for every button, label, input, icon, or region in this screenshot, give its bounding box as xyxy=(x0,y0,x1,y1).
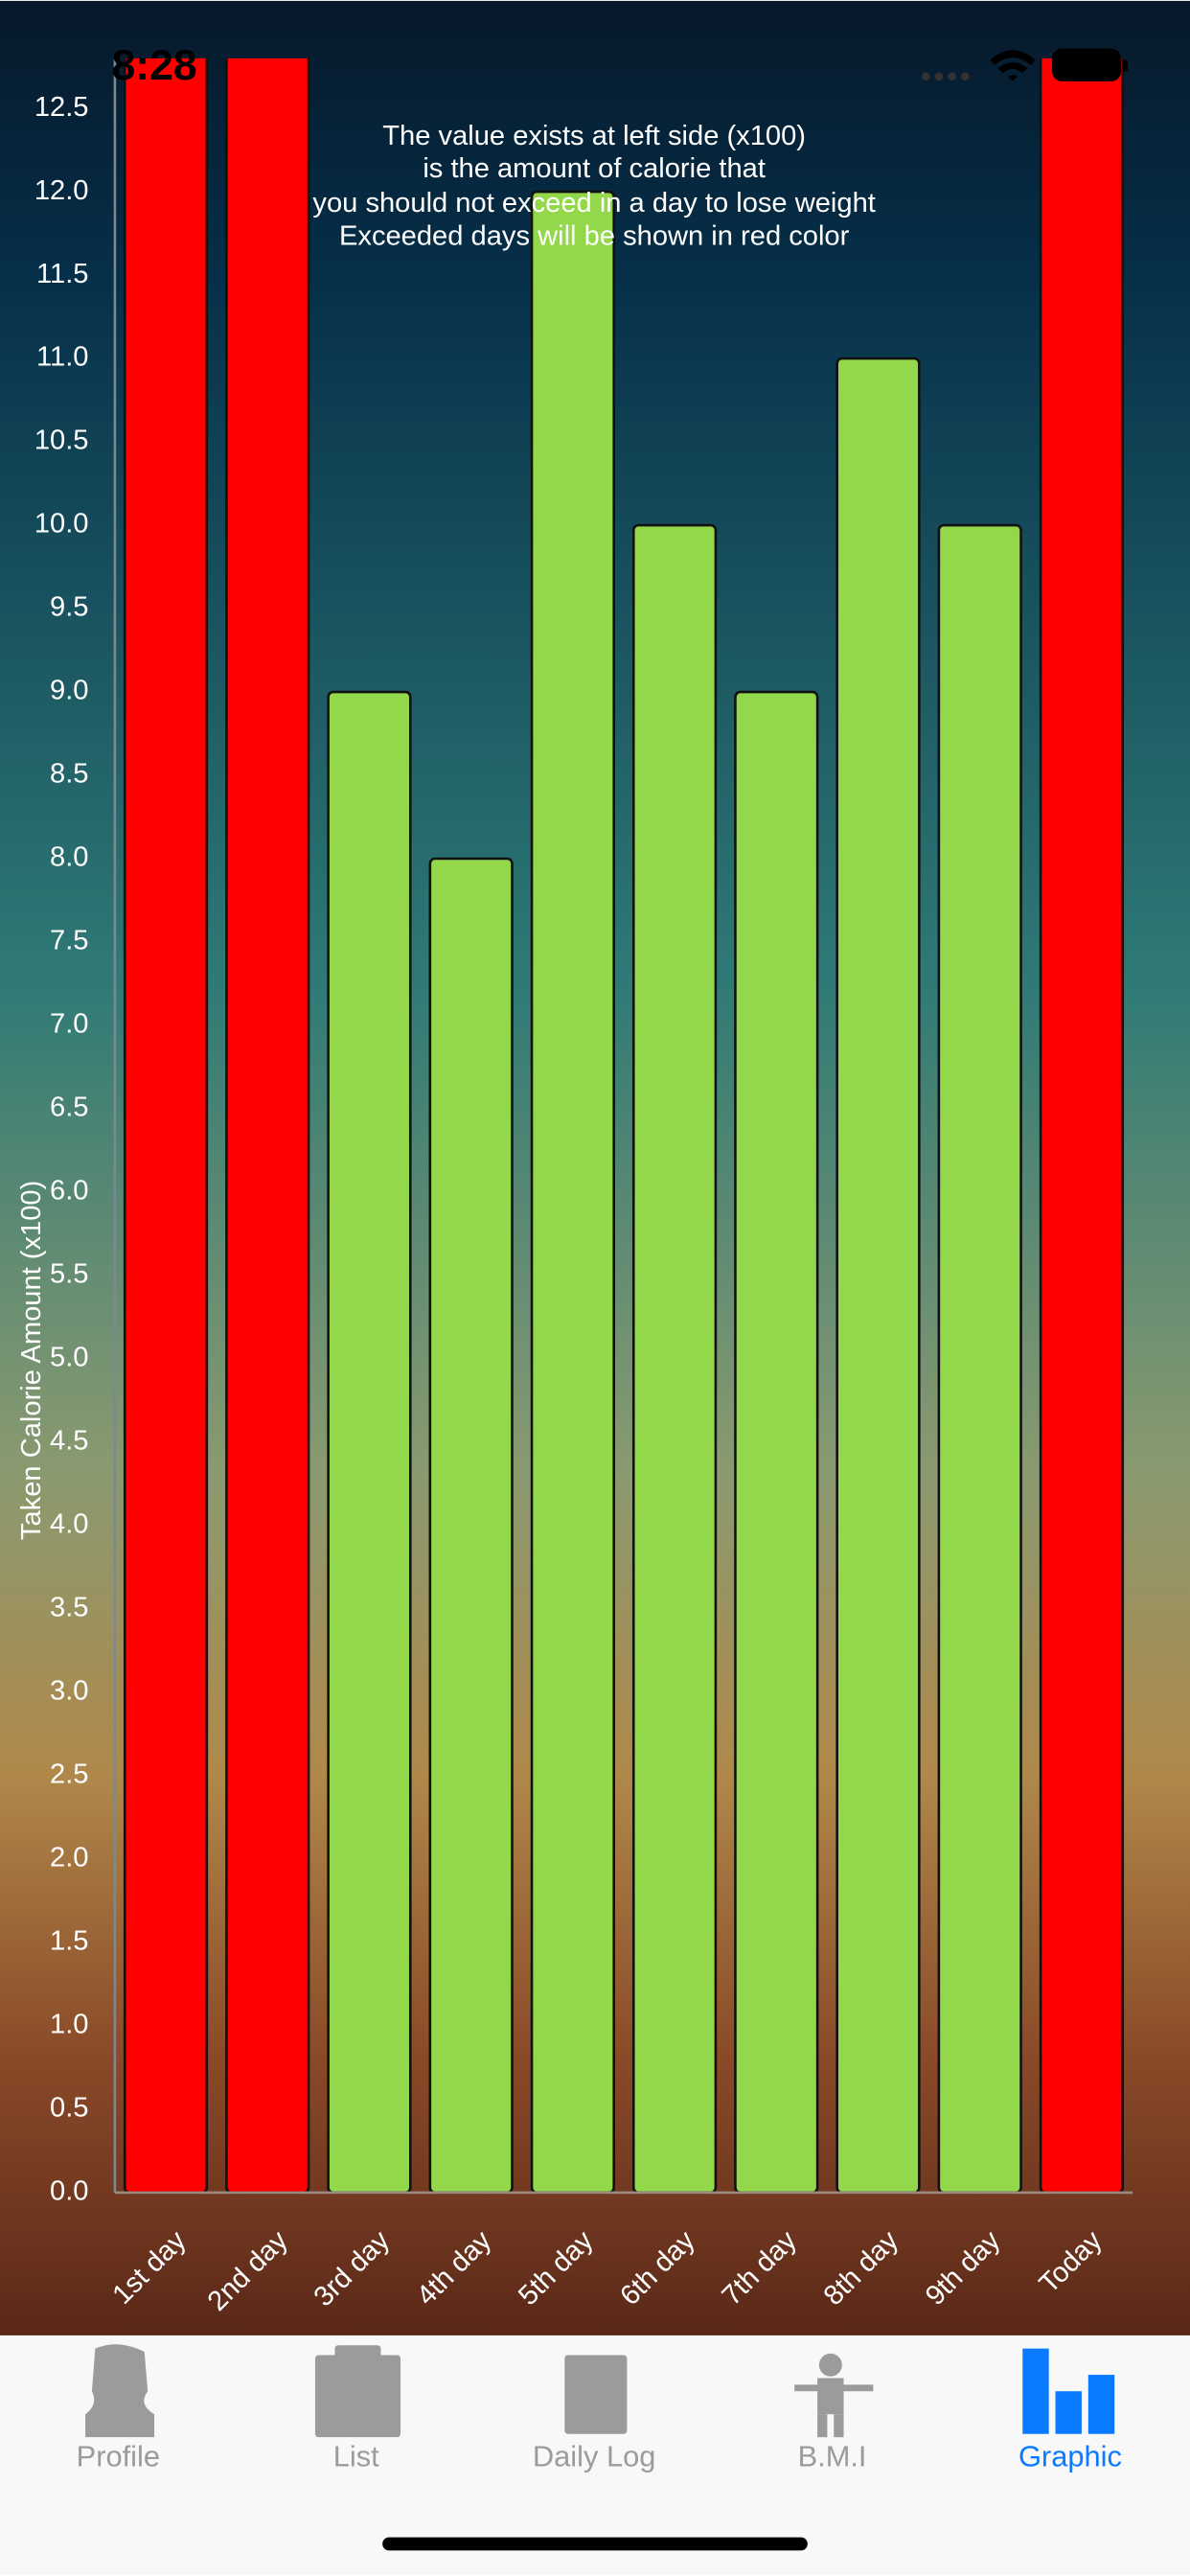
annotation: The value exists at left side (x100) is … xyxy=(312,121,875,251)
bar xyxy=(123,58,209,2195)
y-tick-label: 6.5 xyxy=(50,1092,88,1123)
y-tick-label: 0.5 xyxy=(50,2093,88,2124)
y-tick-label: 1.5 xyxy=(50,1926,88,1957)
tab-label[interactable]: Graphic xyxy=(1018,2440,1122,2473)
y-tick-label: 7.5 xyxy=(50,926,88,956)
y-tick-label: 10.5 xyxy=(34,426,89,456)
y-tick-label: 7.0 xyxy=(50,1009,88,1040)
tab-label[interactable]: Daily Log xyxy=(533,2440,656,2473)
home-indicator xyxy=(382,2537,808,2551)
annotation-line: Exceeded days will be shown in red color xyxy=(339,220,850,251)
status-time: 8:28 xyxy=(111,42,196,89)
y-tick-label: 8.0 xyxy=(50,842,88,873)
plot-area xyxy=(123,58,1125,2195)
y-tick-label: 12.5 xyxy=(34,92,89,123)
bar xyxy=(937,523,1022,2195)
tab-label[interactable]: Profile xyxy=(77,2440,160,2473)
bar xyxy=(225,58,310,2195)
bar xyxy=(530,190,615,2195)
y-tick-label: 2.5 xyxy=(50,1760,88,1790)
status-icons xyxy=(921,48,1128,81)
y-tick-label: 6.0 xyxy=(50,1176,88,1207)
y-tick-label: 8.5 xyxy=(50,759,88,790)
bar xyxy=(1039,58,1125,2195)
bar xyxy=(428,857,514,2195)
y-tick-label: 9.5 xyxy=(50,592,88,623)
annotation-line: is the amount of calorie that xyxy=(423,153,766,184)
y-tick-label: 0.0 xyxy=(50,2176,88,2207)
y-tick-label: 9.0 xyxy=(50,676,88,706)
y-axis-label: Taken Calorie Amount (x100) xyxy=(16,1181,47,1540)
tab-label[interactable]: B.M.I xyxy=(798,2440,867,2473)
y-tick-label: 11.5 xyxy=(36,259,89,289)
annotation-line: you should not exceed in a day to lose w… xyxy=(312,188,875,218)
y-tick-label: 3.0 xyxy=(50,1676,88,1707)
y-tick-label: 4.5 xyxy=(50,1426,88,1457)
y-tick-label: 5.5 xyxy=(50,1259,88,1290)
tab-icons xyxy=(85,2344,1115,2438)
tab-labels: Profile List Daily Log B.M.I Graphic xyxy=(77,2440,1122,2473)
y-tick-label: 5.0 xyxy=(50,1343,88,1373)
y-tick-label: 10.0 xyxy=(34,509,89,540)
y-tick-label: 12.0 xyxy=(34,175,89,206)
y-tick-label: 4.0 xyxy=(50,1509,88,1540)
annotation-line: The value exists at left side (x100) xyxy=(382,121,806,151)
bar xyxy=(835,356,921,2195)
y-tick-label: 1.0 xyxy=(50,2010,88,2040)
bar xyxy=(327,690,412,2195)
y-tick-label: 3.5 xyxy=(50,1593,88,1623)
bar xyxy=(734,690,819,2195)
tab-label[interactable]: List xyxy=(333,2440,379,2473)
y-tick-label: 11.0 xyxy=(36,342,89,373)
y-tick-label: 2.0 xyxy=(50,1843,88,1874)
bar xyxy=(631,523,718,2195)
